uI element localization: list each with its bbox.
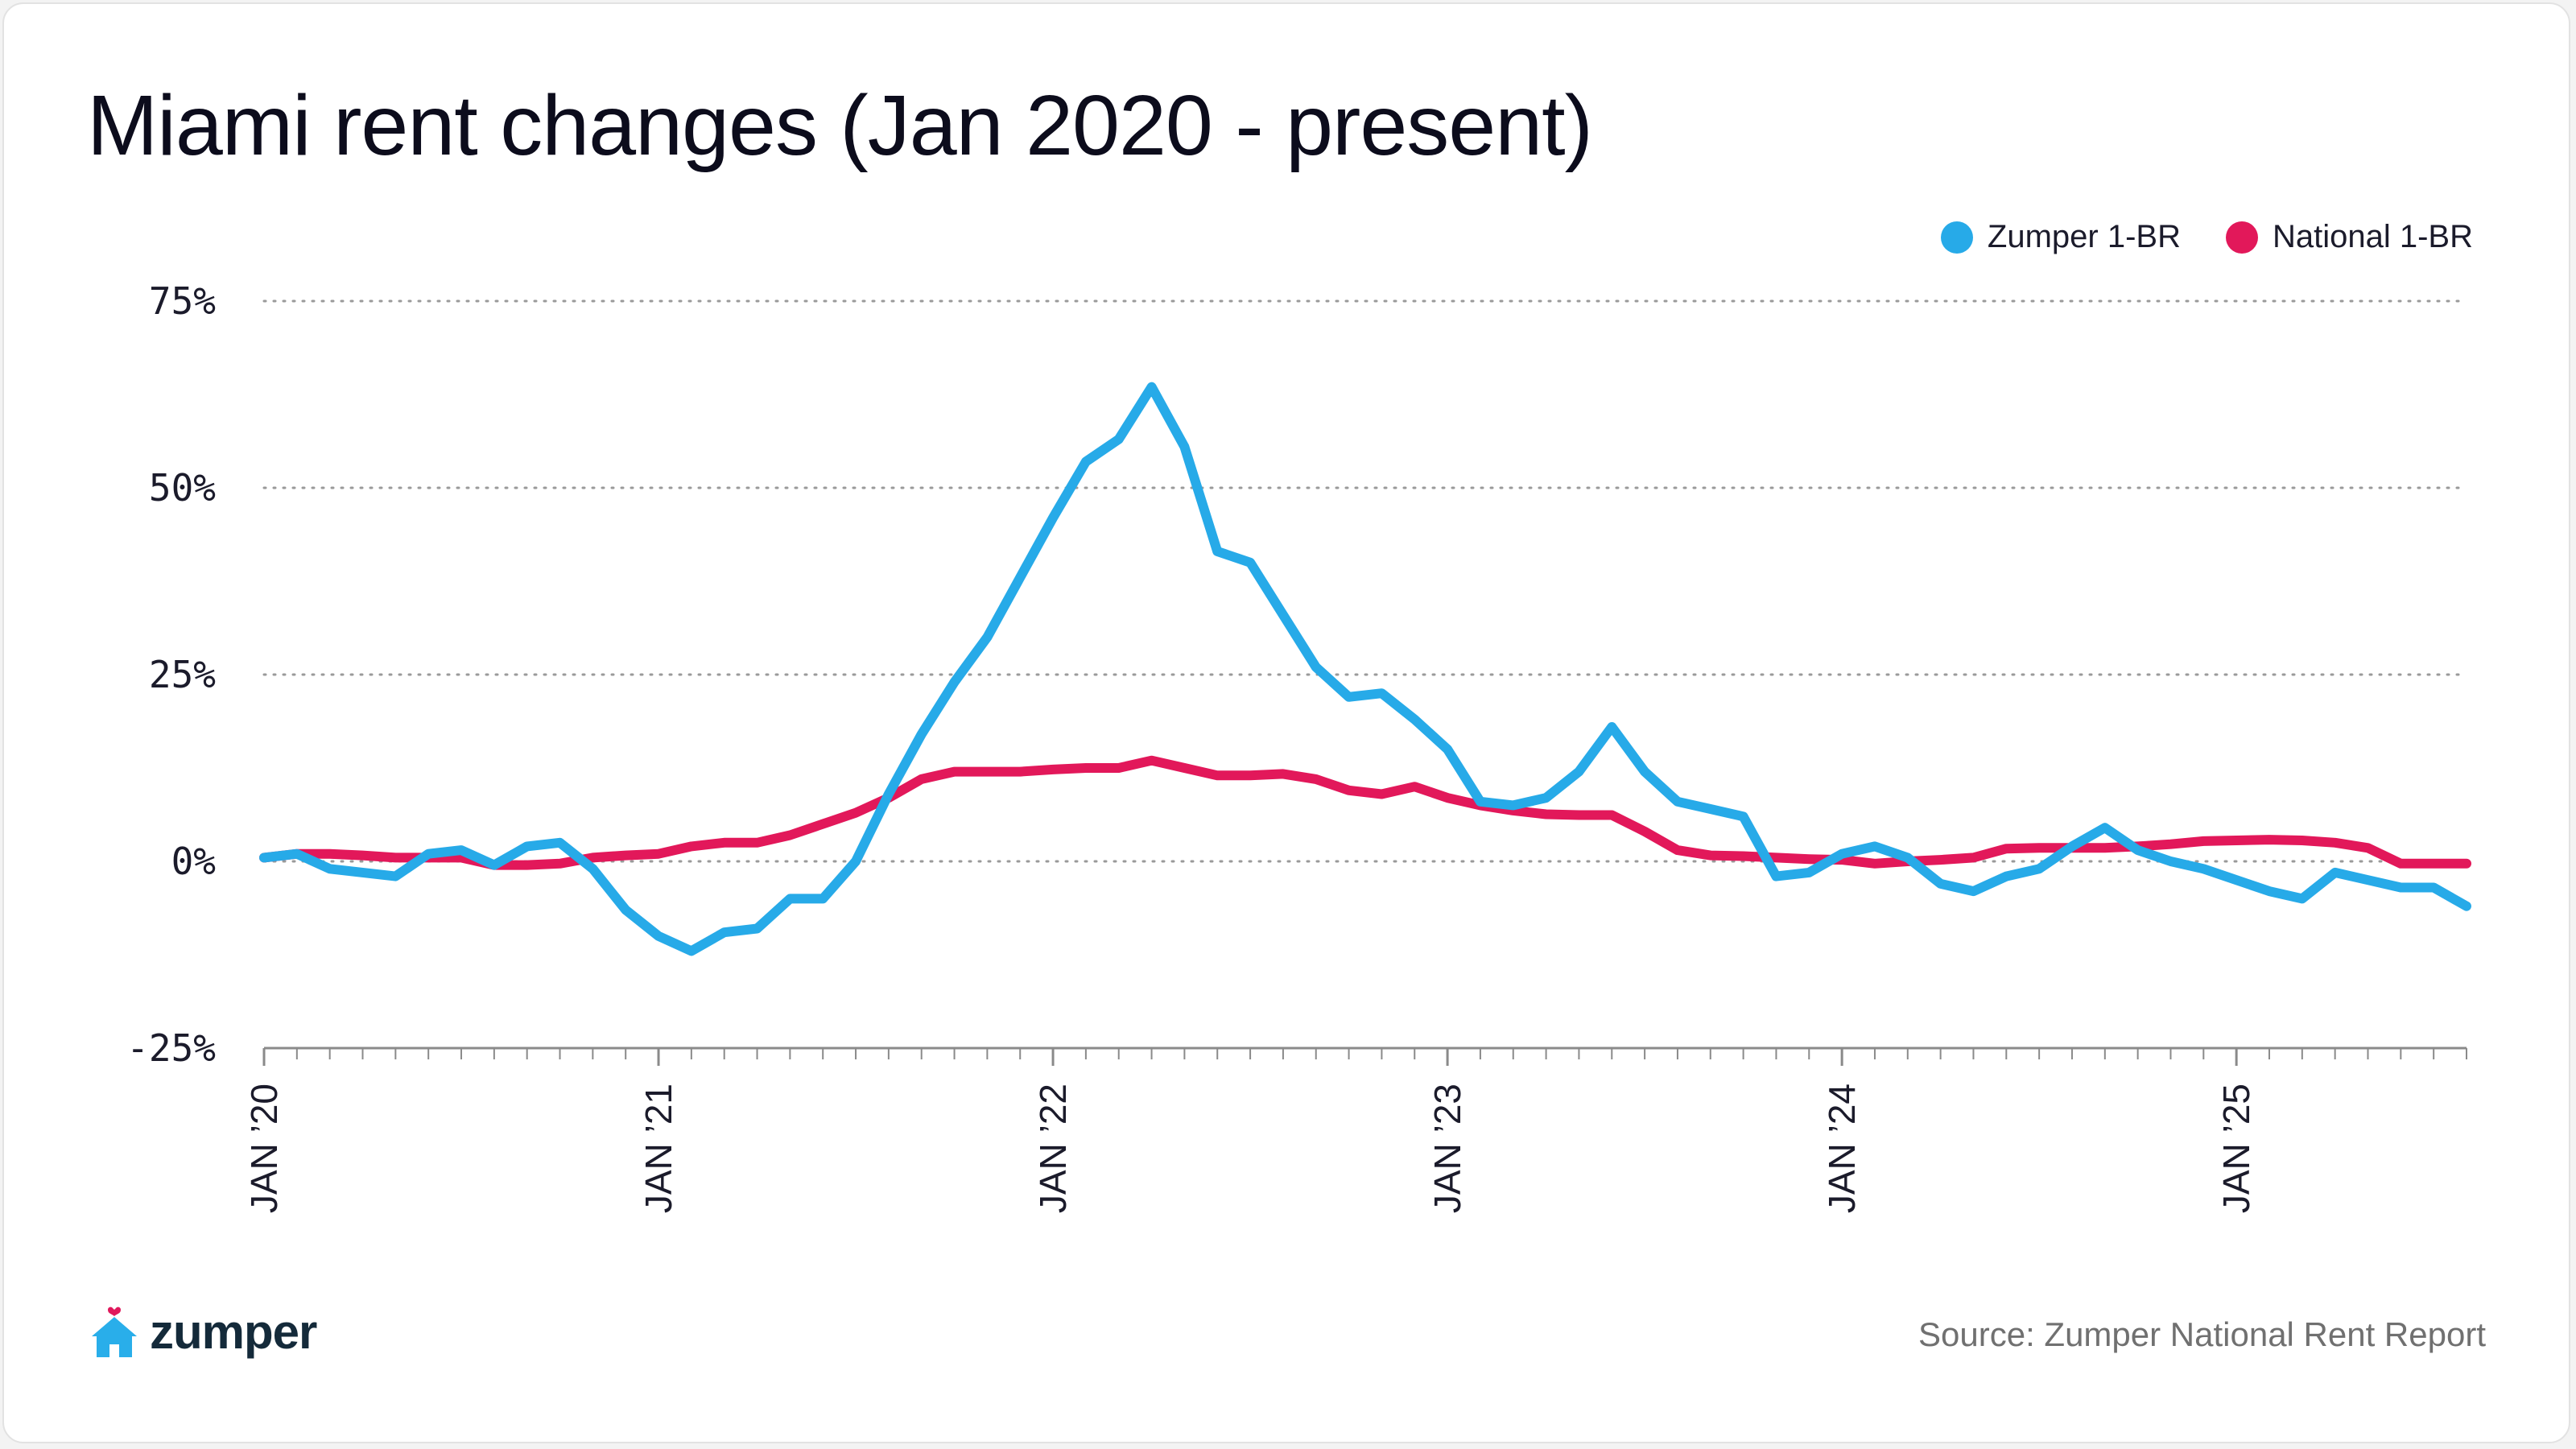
series-line-zumper xyxy=(259,382,2471,956)
x-tick-label-5: JAN ’25 xyxy=(2215,1084,2257,1213)
brand-name: zumper xyxy=(150,1305,317,1359)
zumper-logo: zumper xyxy=(90,1304,317,1360)
legend-label-national: National 1-BR xyxy=(2272,219,2473,254)
house-heart-icon xyxy=(92,1307,137,1357)
x-tick-label-3: JAN ’23 xyxy=(1426,1084,1468,1213)
legend-label-zumper: Zumper 1-BR xyxy=(1987,219,2181,254)
legend-item-zumper: Zumper 1-BR xyxy=(1940,219,2181,255)
x-tick-label-0: JAN ’20 xyxy=(243,1084,285,1213)
series-line-national xyxy=(259,755,2471,870)
source-note: Source: Zumper National Rent Report xyxy=(1918,1315,2486,1353)
legend-dot-zumper xyxy=(1940,221,1973,254)
y-tick-label-1: 50% xyxy=(149,466,216,510)
legend: Zumper 1-BR National 1-BR xyxy=(1940,219,2473,255)
chart-title: Miami rent changes (Jan 2020 - present) xyxy=(87,78,1593,173)
y-tick-label-2: 25% xyxy=(149,653,216,696)
x-tick-label-2: JAN ’22 xyxy=(1032,1084,1074,1213)
legend-dot-national xyxy=(2225,221,2258,254)
y-tick-label-0: 75% xyxy=(149,279,216,323)
y-tick-label-4: -25% xyxy=(126,1026,216,1070)
legend-item-national: National 1-BR xyxy=(2225,219,2473,255)
x-tick-label-4: JAN ’24 xyxy=(1821,1084,1863,1213)
x-tick-label-1: JAN ’21 xyxy=(638,1084,679,1213)
y-tick-label-3: 0% xyxy=(171,840,216,883)
